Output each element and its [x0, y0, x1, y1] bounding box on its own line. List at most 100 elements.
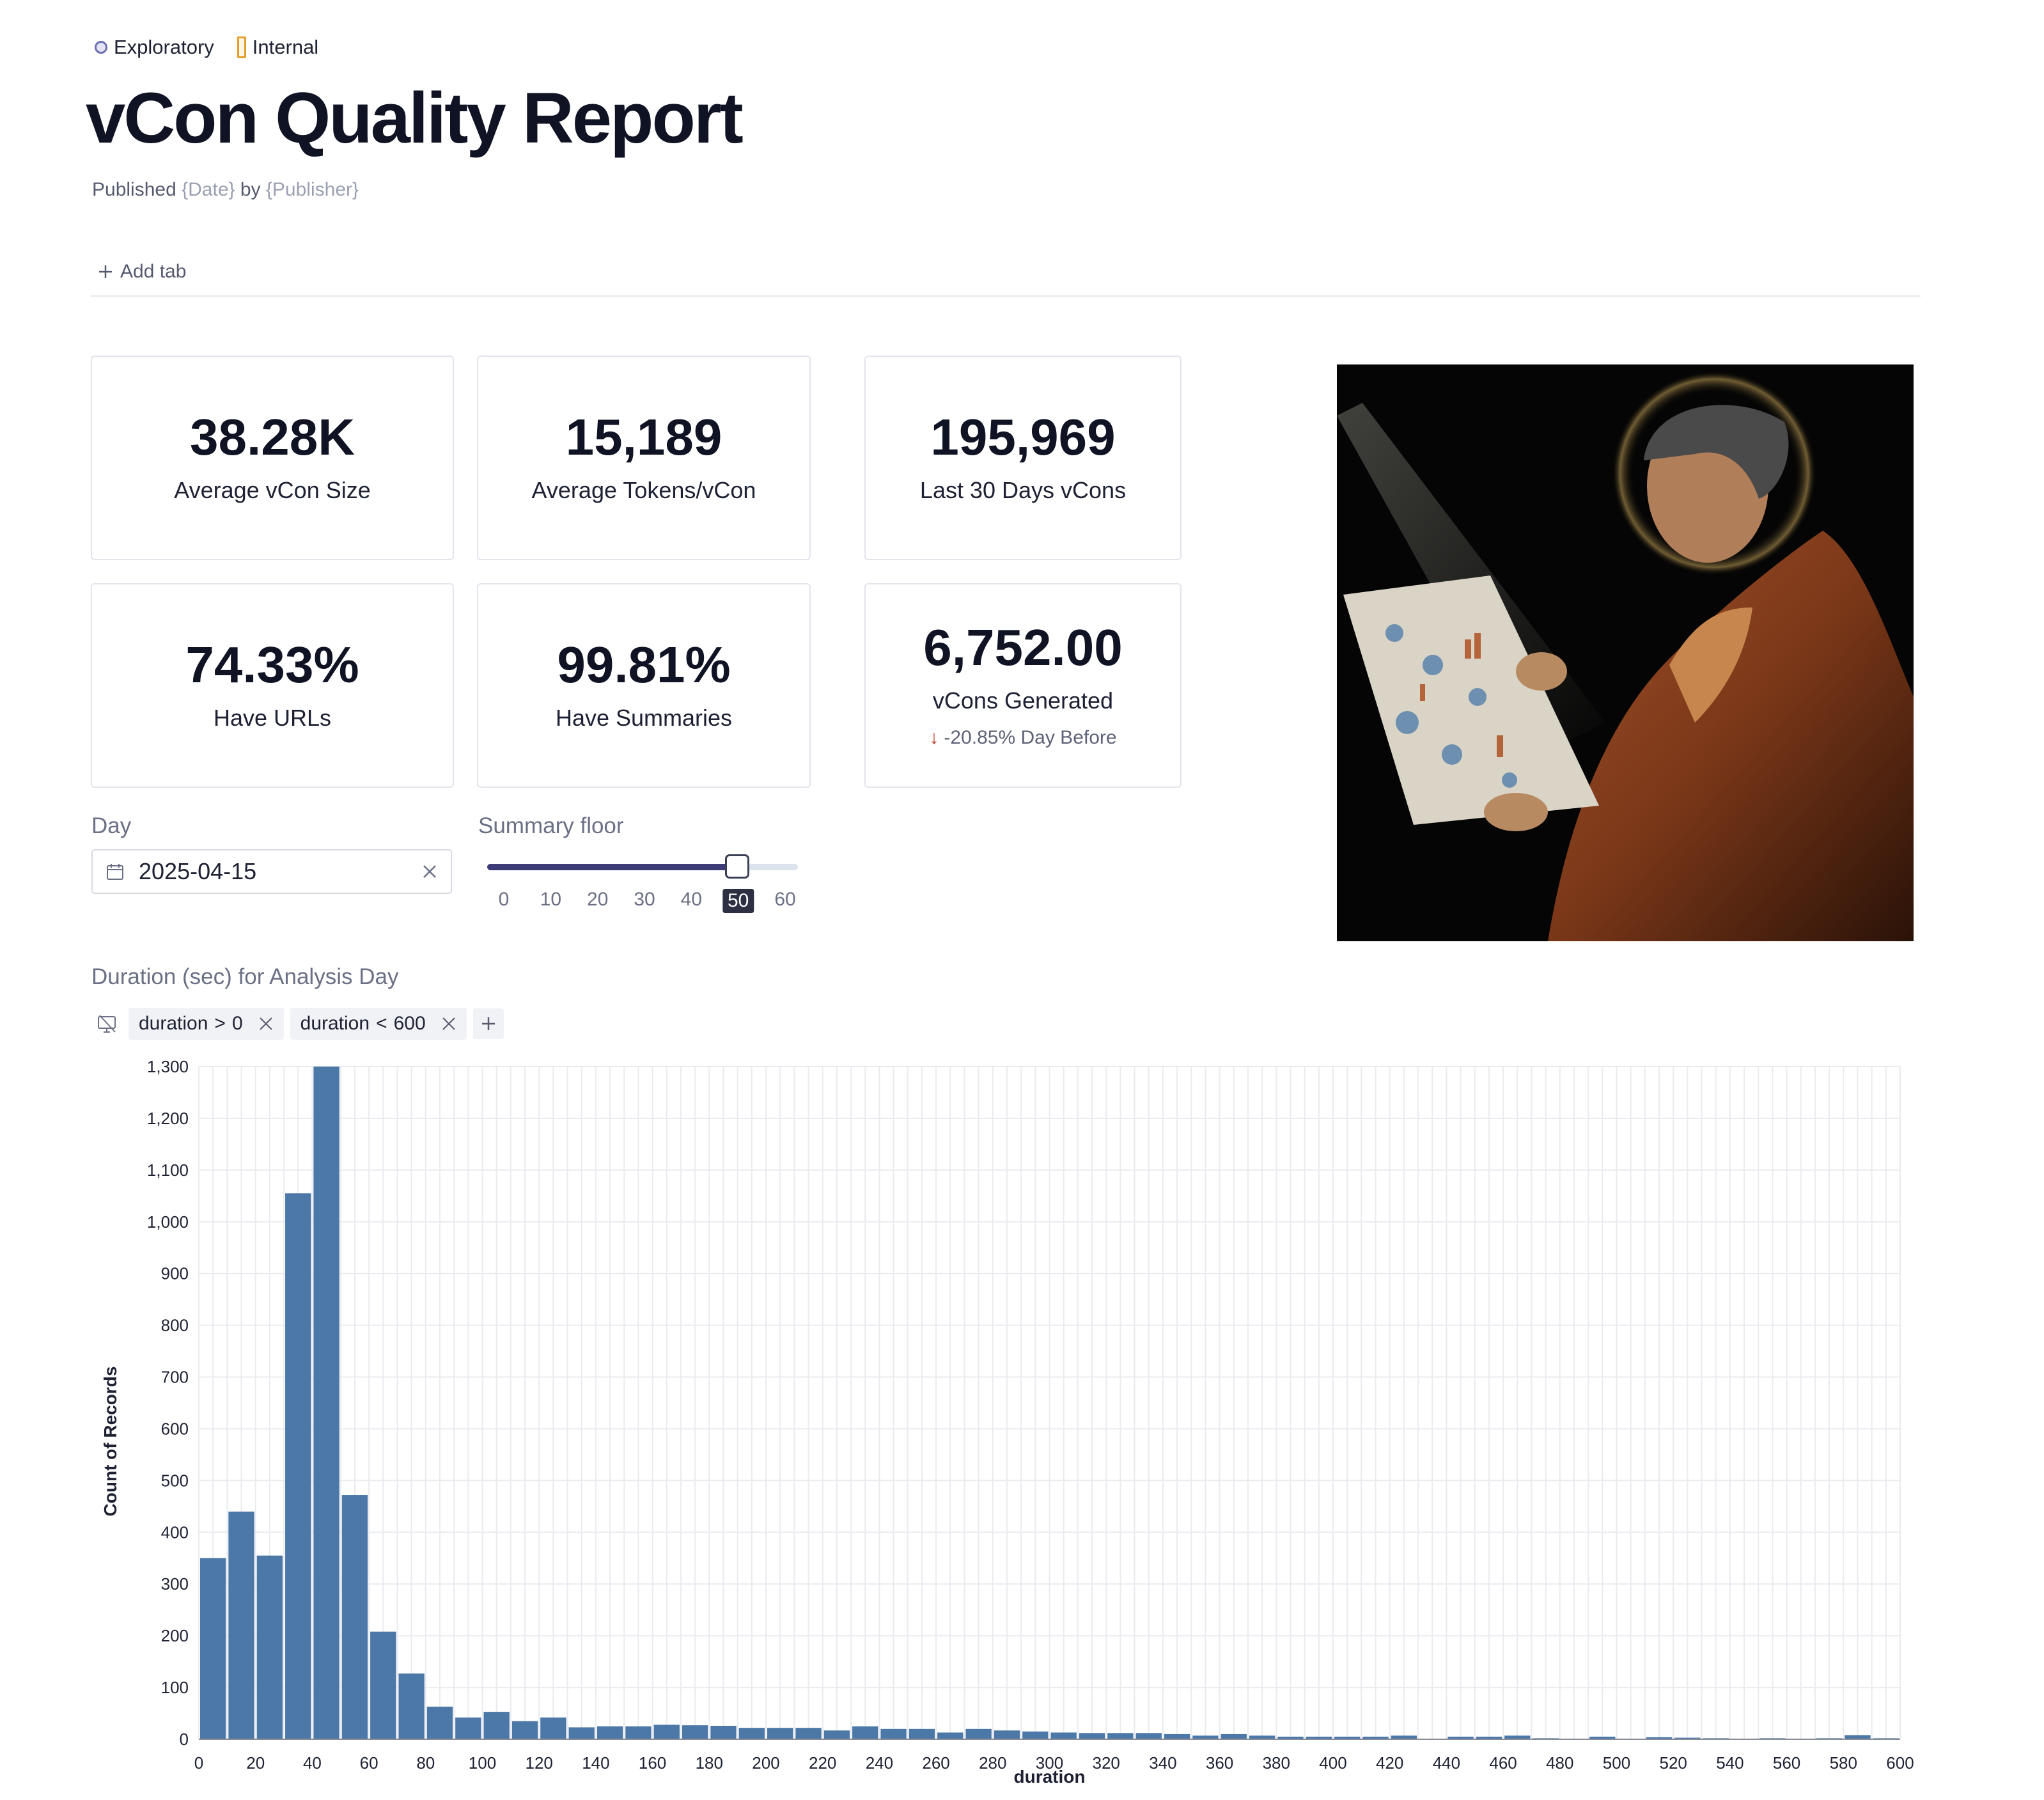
- metric-card-avg-tokens: 15,189 Average Tokens/vCon: [477, 356, 811, 560]
- add-tab-button[interactable]: Add tab: [97, 261, 186, 283]
- histogram-bar: [625, 1726, 651, 1739]
- remove-filter-icon[interactable]: [258, 1016, 274, 1031]
- metric-value: 195,969: [930, 409, 1116, 466]
- histogram-bar: [767, 1728, 793, 1739]
- histogram-bar: [1589, 1736, 1616, 1739]
- x-tick-label: 600: [1886, 1753, 1914, 1773]
- filter-value: 600: [393, 1013, 426, 1034]
- date-placeholder[interactable]: {Date}: [182, 179, 235, 200]
- x-tick-label: 180: [696, 1753, 723, 1773]
- x-tick-label: 260: [922, 1753, 949, 1773]
- histogram-bar: [795, 1728, 822, 1739]
- x-tick-label: 340: [1149, 1753, 1176, 1773]
- histogram-bar: [1277, 1736, 1304, 1739]
- slider-tick-60: 60: [774, 889, 796, 910]
- byline-by: by: [240, 179, 261, 200]
- tag-label: Internal: [252, 36, 319, 58]
- slider-tick-30: 30: [634, 889, 655, 910]
- x-tick-label: 0: [194, 1753, 203, 1773]
- summary-floor-thumb[interactable]: [725, 854, 749, 879]
- histogram-bar: [285, 1193, 311, 1739]
- tag-label: Exploratory: [114, 36, 214, 58]
- histogram-bar: [1221, 1733, 1247, 1739]
- slider-tick-0: 0: [498, 889, 510, 910]
- histogram-bar: [597, 1726, 623, 1739]
- histogram-bar: [568, 1727, 595, 1739]
- add-tab-label: Add tab: [120, 261, 187, 282]
- histogram-bar: [909, 1728, 935, 1739]
- histogram-bar: [398, 1673, 425, 1739]
- publisher-placeholder[interactable]: {Publisher}: [265, 179, 359, 200]
- slider-tick-10: 10: [540, 889, 562, 910]
- histogram-bar: [341, 1495, 368, 1739]
- histogram-bar: [965, 1728, 992, 1739]
- histogram-bar: [994, 1730, 1020, 1739]
- filter-op: >: [214, 1013, 226, 1034]
- chart-title: Duration (sec) for Analysis Day: [91, 964, 399, 989]
- slider-tick-20: 20: [586, 889, 609, 910]
- histogram-bar: [370, 1631, 396, 1739]
- histogram-bar: [1079, 1733, 1105, 1739]
- filter-chip[interactable]: duration > 0: [129, 1008, 284, 1040]
- metric-label: Average Tokens/vCon: [531, 477, 756, 503]
- slider-tick-50: 50: [722, 889, 754, 913]
- rect-tag-icon: [237, 36, 246, 58]
- x-tick-label: 440: [1433, 1753, 1460, 1773]
- page-title: vCon Quality Report: [86, 78, 744, 158]
- x-tick-label: 320: [1093, 1753, 1120, 1773]
- x-tick-label: 80: [416, 1753, 435, 1773]
- x-tick-label: 580: [1830, 1753, 1857, 1773]
- x-tick-label: 40: [303, 1753, 322, 1773]
- summary-floor-label: Summary floor: [478, 813, 624, 838]
- tag-exploratory[interactable]: Exploratory: [95, 36, 214, 59]
- x-tick-label: 300: [1036, 1753, 1063, 1773]
- filter-chip[interactable]: duration < 600: [290, 1008, 467, 1040]
- x-tick-label: 480: [1546, 1753, 1573, 1773]
- histogram-bar: [823, 1730, 850, 1739]
- x-tick-label: 120: [526, 1753, 553, 1773]
- histogram-bar: [880, 1728, 907, 1739]
- y-axis-title: Count of Records: [100, 1366, 120, 1517]
- histogram-bar: [1845, 1735, 1871, 1739]
- filter-value: 0: [231, 1013, 243, 1034]
- x-tick-label: 60: [360, 1753, 378, 1773]
- filter-field: duration: [139, 1013, 208, 1034]
- tag-internal[interactable]: Internal: [237, 36, 318, 59]
- y-tick-label: 0: [180, 1730, 189, 1749]
- y-tick-label: 1,300: [147, 1057, 189, 1076]
- painting-art: [1337, 364, 1914, 941]
- y-tick-label: 1,100: [147, 1161, 189, 1180]
- histogram-bar: [1135, 1733, 1162, 1739]
- saint-painting-image: [1337, 364, 1914, 941]
- histogram-bar: [1504, 1735, 1531, 1739]
- metric-value: 15,189: [565, 409, 722, 466]
- y-tick-label: 900: [161, 1264, 189, 1283]
- x-tick-label: 100: [469, 1753, 496, 1773]
- add-filter-button[interactable]: [472, 1008, 504, 1039]
- chart-filters: duration > 0 duration < 600: [91, 1008, 504, 1040]
- histogram-bar: [1447, 1736, 1474, 1739]
- histogram-bar: [426, 1707, 453, 1739]
- metric-card-have-summaries: 99.81% Have Summaries: [477, 583, 811, 788]
- calendar-icon: [107, 864, 123, 880]
- histogram-bar: [710, 1725, 737, 1739]
- metric-card-have-urls: 74.33% Have URLs: [91, 583, 454, 788]
- slider-tick-40: 40: [680, 889, 703, 910]
- x-tick-label: 560: [1773, 1753, 1800, 1773]
- histogram-bar: [1646, 1737, 1673, 1739]
- y-tick-label: 1,000: [147, 1212, 189, 1232]
- y-tick-label: 800: [161, 1316, 189, 1335]
- x-tick-label: 420: [1376, 1753, 1403, 1773]
- histogram-bar: [682, 1725, 708, 1739]
- plus-icon: [99, 265, 112, 278]
- filter-toggle-icon[interactable]: [91, 1008, 122, 1039]
- day-date-input[interactable]: 2025-04-15: [91, 849, 452, 894]
- metric-card-vcons-generated: 6,752.00 vCons Generated ↓ -20.85% Day Be…: [864, 583, 1182, 788]
- remove-filter-icon[interactable]: [441, 1016, 456, 1031]
- clear-icon[interactable]: [421, 863, 438, 880]
- y-tick-label: 200: [161, 1626, 189, 1645]
- tag-list: Exploratory Internal: [95, 36, 318, 59]
- y-tick-label: 600: [161, 1419, 189, 1438]
- y-tick-label: 300: [161, 1574, 189, 1593]
